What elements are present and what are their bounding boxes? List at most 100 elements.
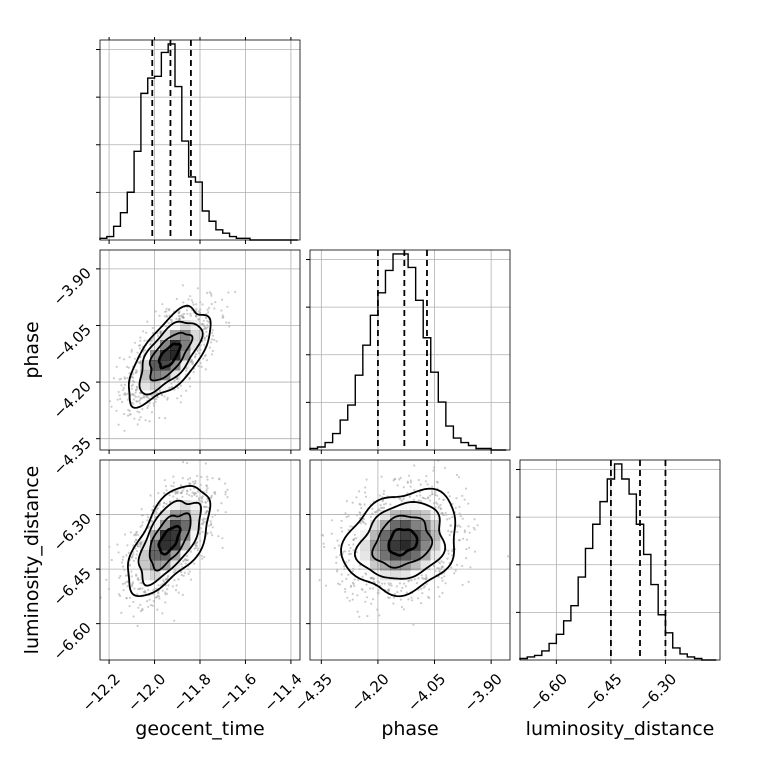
sample-point xyxy=(163,315,166,318)
sample-point xyxy=(210,302,213,306)
sample-point xyxy=(446,557,449,560)
density-cell xyxy=(190,510,201,521)
sample-point xyxy=(413,464,416,467)
sample-point xyxy=(146,406,149,410)
sample-point xyxy=(351,592,354,596)
sample-point xyxy=(175,297,178,301)
sample-point xyxy=(443,575,446,578)
sample-point xyxy=(428,499,432,502)
sample-point xyxy=(143,339,146,342)
sample-point xyxy=(195,495,198,498)
density-cell xyxy=(170,360,181,371)
sample-point xyxy=(202,521,205,524)
sample-point xyxy=(451,548,454,551)
sample-point xyxy=(363,491,367,494)
sample-point xyxy=(388,583,391,587)
sample-point xyxy=(125,597,128,600)
sample-point xyxy=(179,484,182,487)
density-cell xyxy=(400,520,411,531)
sample-point xyxy=(211,477,214,480)
sample-point xyxy=(128,356,131,359)
sample-point xyxy=(446,518,449,521)
sample-point xyxy=(211,349,214,353)
sample-point xyxy=(459,525,462,528)
sample-point xyxy=(429,494,432,497)
sample-point xyxy=(369,515,372,519)
sample-point xyxy=(141,587,144,590)
sample-point xyxy=(425,576,428,579)
density-cell xyxy=(430,550,441,561)
density-cell xyxy=(140,540,151,551)
sample-point xyxy=(194,353,198,356)
sample-point xyxy=(440,566,443,569)
sample-point xyxy=(412,498,416,501)
sample-point xyxy=(122,388,125,391)
sample-point xyxy=(213,490,216,494)
sample-point xyxy=(353,533,356,536)
sample-point xyxy=(205,330,208,333)
sample-point xyxy=(442,561,445,564)
sample-point xyxy=(413,578,416,581)
sample-point xyxy=(393,596,396,599)
sample-point xyxy=(347,515,350,518)
sample-point xyxy=(181,284,184,287)
density-cell xyxy=(150,370,161,381)
sample-point xyxy=(147,404,150,407)
sample-point xyxy=(164,485,167,488)
sample-point xyxy=(135,574,138,577)
density-cell xyxy=(150,520,161,531)
sample-point xyxy=(119,377,123,380)
sample-point xyxy=(194,479,197,483)
sample-point xyxy=(402,486,405,489)
sample-point xyxy=(448,517,451,520)
sample-point xyxy=(177,314,181,318)
sample-point xyxy=(365,478,368,481)
sample-point xyxy=(221,546,224,550)
sample-point xyxy=(194,492,197,495)
sample-point xyxy=(342,550,345,554)
sample-point xyxy=(139,587,142,590)
sample-point xyxy=(154,515,157,519)
contour-line xyxy=(387,528,419,557)
sample-point xyxy=(371,587,374,590)
sample-point xyxy=(154,310,157,313)
histogram-luminosity_distance xyxy=(519,463,717,661)
sample-point xyxy=(182,461,185,464)
sample-point xyxy=(210,331,214,334)
sample-point xyxy=(211,329,214,332)
sample-point xyxy=(180,574,183,577)
sample-point xyxy=(126,544,129,547)
sample-point xyxy=(200,554,203,557)
sample-point xyxy=(128,372,131,375)
sample-point xyxy=(220,309,223,312)
sample-point xyxy=(345,500,348,503)
sample-point xyxy=(178,317,181,320)
sample-point xyxy=(126,585,129,588)
sample-point xyxy=(138,347,142,350)
sample-point xyxy=(436,502,439,506)
sample-point xyxy=(185,492,188,495)
sample-point xyxy=(214,492,217,496)
sample-point xyxy=(135,531,138,535)
sample-point xyxy=(197,497,201,500)
contour-line xyxy=(127,484,212,598)
sample-point xyxy=(194,481,197,485)
sample-point xyxy=(188,378,191,381)
sample-point xyxy=(447,491,450,494)
contour-line xyxy=(340,487,457,598)
sample-point xyxy=(160,394,164,397)
density-cell xyxy=(380,510,391,521)
sample-point xyxy=(173,619,176,622)
sample-point xyxy=(136,544,139,548)
sample-point xyxy=(369,576,372,580)
sample-point xyxy=(192,303,195,306)
sample-point xyxy=(210,494,213,497)
sample-point xyxy=(465,548,468,551)
sample-point xyxy=(347,573,350,577)
sample-point xyxy=(347,543,351,547)
sample-point xyxy=(349,525,352,528)
density-cell xyxy=(380,530,391,541)
sample-point xyxy=(345,515,348,519)
sample-point xyxy=(121,582,125,586)
sample-point xyxy=(438,505,441,508)
